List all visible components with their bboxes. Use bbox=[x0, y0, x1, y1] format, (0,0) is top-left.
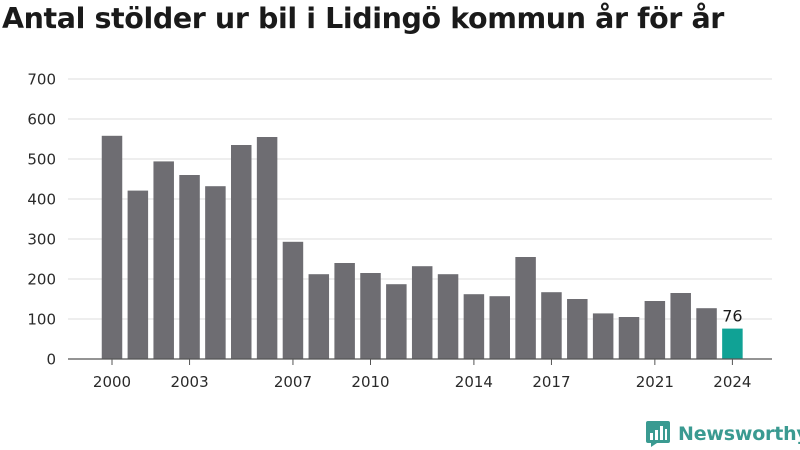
x-tick-label: 2000 bbox=[93, 373, 131, 391]
bar-2010 bbox=[360, 273, 381, 359]
y-tick-label: 500 bbox=[27, 151, 56, 169]
bar-2004 bbox=[205, 186, 226, 359]
y-tick-label: 300 bbox=[27, 231, 56, 249]
brand-name: Newsworthy bbox=[678, 423, 800, 445]
bars bbox=[101, 135, 743, 359]
bar-2000 bbox=[101, 135, 123, 359]
bar-2002 bbox=[153, 161, 174, 359]
bar-2015 bbox=[489, 296, 510, 359]
y-tick-label: 700 bbox=[27, 71, 56, 89]
x-tick-label: 2024 bbox=[713, 373, 751, 391]
y-axis: 0 100 200 300 400 500 600 700 bbox=[27, 71, 56, 369]
bar-2014 bbox=[463, 294, 485, 359]
y-tick-label: 400 bbox=[27, 191, 56, 209]
x-axis: 2000 2003 2007 2010 2014 2017 2021 2024 bbox=[68, 358, 772, 391]
bar-2007 bbox=[282, 241, 304, 359]
data-label-2024: 76 bbox=[722, 307, 742, 326]
bar-2001 bbox=[127, 190, 149, 359]
chart-title: Antal stölder ur bil i Lidingö kommun år… bbox=[2, 2, 724, 35]
bar-2005 bbox=[231, 145, 252, 359]
bar-2020 bbox=[618, 317, 640, 359]
x-tick-label: 2007 bbox=[274, 373, 312, 391]
bar-2013 bbox=[437, 274, 459, 359]
x-tick-label: 2017 bbox=[532, 373, 570, 391]
y-tick-label: 600 bbox=[27, 111, 56, 129]
bar-2024 bbox=[722, 328, 743, 359]
bar-2003 bbox=[179, 175, 200, 359]
bar-2009 bbox=[334, 263, 355, 359]
bar-2008 bbox=[308, 274, 330, 359]
newsworthy-logo-icon bbox=[646, 421, 670, 447]
bar-2006 bbox=[256, 137, 278, 359]
bar-2021 bbox=[644, 301, 666, 359]
bar-2019 bbox=[592, 313, 614, 359]
y-tick-label: 200 bbox=[27, 271, 56, 289]
y-tick-label: 100 bbox=[27, 311, 56, 329]
x-tick-label: 2003 bbox=[170, 373, 208, 391]
bar-2018 bbox=[567, 299, 588, 359]
bar-2017 bbox=[541, 292, 562, 359]
y-tick-label: 0 bbox=[46, 351, 56, 369]
data-labels: 76 bbox=[722, 307, 742, 326]
bar-2016 bbox=[515, 257, 536, 359]
bar-2023 bbox=[696, 308, 717, 359]
bar-2011 bbox=[386, 284, 407, 359]
x-tick-label: 2010 bbox=[351, 373, 389, 391]
x-tick-label: 2021 bbox=[636, 373, 674, 391]
bar-2022 bbox=[670, 293, 691, 359]
x-tick-label: 2014 bbox=[455, 373, 493, 391]
newsworthy-logo: Newsworthy bbox=[645, 420, 800, 448]
bar-2012 bbox=[411, 266, 433, 359]
